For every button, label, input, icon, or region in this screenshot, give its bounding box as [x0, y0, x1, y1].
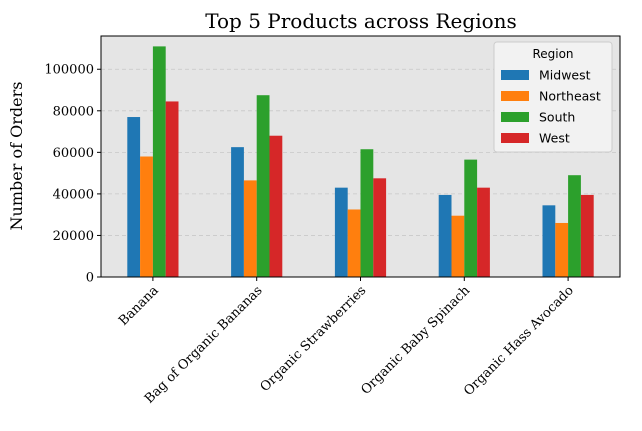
x-tick-label: Banana — [116, 283, 162, 329]
y-tick-label: 0 — [86, 271, 94, 286]
bars — [127, 46, 594, 277]
bar-south — [568, 175, 581, 277]
x-tick-label: Bag of Organic Bananas — [142, 283, 265, 406]
bar-west — [580, 194, 594, 277]
bar-midwest — [334, 187, 348, 277]
bar-northeast — [347, 209, 361, 277]
legend-swatch — [501, 112, 529, 122]
bar-northeast — [555, 222, 569, 277]
legend-label: South — [539, 110, 575, 125]
chart-title: Top 5 Products across Regions — [205, 9, 517, 33]
bar-northeast — [243, 180, 257, 277]
bar-west — [269, 135, 283, 277]
legend-title: Region — [532, 47, 573, 61]
bar-midwest — [231, 147, 244, 277]
y-tick-label: 100000 — [44, 63, 94, 78]
bar-west — [373, 178, 387, 277]
y-ticks: 0 20000 40000 60000 80000 100000 — [44, 63, 101, 286]
x-tick-label: Organic Baby Spinach — [358, 283, 473, 398]
bar-midwest — [542, 205, 556, 277]
x-tick-label: Organic Strawberries — [258, 283, 370, 395]
legend-box — [493, 41, 613, 153]
legend-swatch — [501, 91, 529, 101]
bar-midwest — [127, 117, 141, 277]
legend-label: West — [539, 131, 570, 146]
legend-swatch — [501, 70, 529, 80]
bar-south — [360, 149, 374, 277]
bar-south — [464, 159, 478, 277]
bar-west — [165, 101, 179, 277]
bar-south — [256, 95, 270, 277]
x-tick-label: Organic Hass Avocado — [461, 283, 577, 399]
bar-west — [477, 187, 490, 277]
y-tick-label: 80000 — [53, 104, 94, 119]
bar-south — [152, 46, 166, 277]
bar-northeast — [140, 156, 153, 277]
y-axis-label: Number of Orders — [7, 82, 26, 231]
legend-label: Northeast — [539, 89, 601, 104]
bar-northeast — [451, 215, 465, 277]
y-tick-label: 20000 — [53, 229, 94, 244]
y-tick-label: 40000 — [53, 187, 94, 202]
legend-label: Midwest — [539, 68, 591, 83]
bar-midwest — [438, 194, 452, 277]
legend: Region Midwest Northeast South West — [493, 41, 613, 153]
y-tick-label: 60000 — [53, 146, 94, 161]
legend-swatch — [501, 133, 529, 143]
